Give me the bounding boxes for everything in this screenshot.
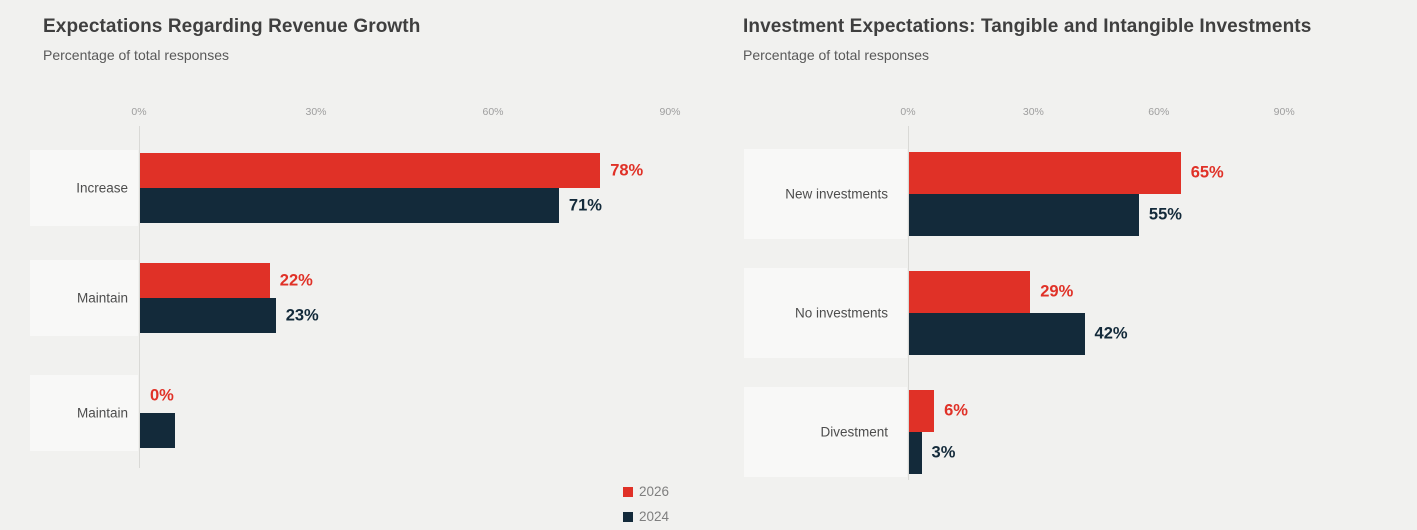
value-label-2024: 3%	[931, 443, 956, 462]
category-label: No investments	[794, 305, 888, 321]
chart-title: Investment Expectations: Tangible and In…	[743, 16, 1312, 37]
bar-2024	[909, 432, 922, 474]
bar-2026	[140, 153, 601, 188]
axis-zero-line	[908, 126, 909, 480]
bar-2024	[909, 194, 1139, 236]
bar-2024	[140, 298, 276, 333]
value-label-2024: 42%	[1094, 324, 1128, 343]
legend-item-2026: 2026	[623, 479, 669, 504]
value-label-2026: 22%	[279, 271, 313, 289]
legend-swatch-icon	[623, 486, 633, 497]
bar-2026	[909, 390, 935, 432]
bar-2026	[909, 271, 1031, 313]
bar-2026	[909, 152, 1181, 194]
bar-2026	[140, 263, 270, 298]
row-label-band	[30, 260, 138, 336]
axis-tick-label: 0%	[131, 106, 147, 118]
category-label: Maintain	[76, 290, 128, 306]
value-label-2026: 65%	[1190, 163, 1224, 182]
chart-subtitle: Percentage of total responses	[43, 47, 230, 63]
axis-tick-label: 0%	[900, 106, 916, 118]
legend-swatch-icon	[623, 511, 633, 522]
row-label-band	[744, 268, 907, 358]
row-label-band	[744, 149, 907, 239]
bar-2024	[909, 313, 1085, 355]
axis-tick-label: 90%	[1273, 106, 1295, 118]
category-label: New investments	[785, 186, 888, 202]
chart-title: Expectations Regarding Revenue Growth	[43, 16, 421, 37]
legend-label: 2024	[639, 509, 670, 524]
value-label-2026: 0%	[150, 386, 174, 404]
value-label-2024: 55%	[1148, 205, 1182, 224]
value-label-2024: 71%	[568, 196, 602, 214]
category-label: Divestment	[820, 424, 888, 440]
value-label-2026: 78%	[610, 161, 644, 179]
legend-label: 2026	[639, 484, 670, 499]
chart-subtitle: Percentage of total responses	[743, 47, 930, 63]
value-label-2026: 29%	[1040, 282, 1074, 301]
row-label-band	[30, 150, 138, 226]
value-label-2024: 23%	[285, 306, 319, 324]
category-label: Maintain	[76, 405, 128, 421]
axis-tick-label: 30%	[1022, 106, 1044, 118]
bar-2024	[140, 413, 176, 448]
legend: 2026 2024	[623, 479, 669, 529]
axis-tick-label: 60%	[482, 106, 504, 118]
bar-2024	[140, 188, 559, 223]
row-label-band	[30, 375, 138, 451]
axis-tick-label: 90%	[659, 106, 681, 118]
row-label-band	[744, 387, 907, 477]
category-label: Increase	[76, 180, 128, 196]
axis-zero-line	[139, 126, 140, 468]
axis-tick-label: 60%	[1148, 106, 1170, 118]
value-label-2026: 6%	[944, 401, 968, 420]
axis-tick-label: 30%	[305, 106, 327, 118]
legend-item-2024: 2024	[623, 504, 669, 529]
